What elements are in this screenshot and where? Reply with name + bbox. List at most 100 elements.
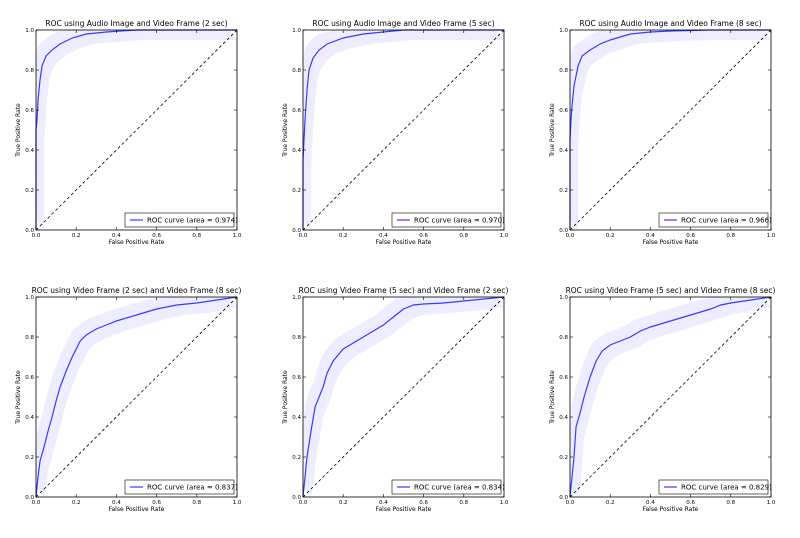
chart-1-ytick-label: 0.4 xyxy=(25,148,34,154)
chart-5-xtick-label: 0.2 xyxy=(339,500,348,506)
chart-1-xtick-label: 0.2 xyxy=(72,233,81,239)
chart-4-confidence-band xyxy=(36,297,237,497)
chart-2-ytick-label: 0.2 xyxy=(292,188,301,194)
chart-2-xtick-label: 0.0 xyxy=(299,233,308,239)
chart-2-ytick-label: 0.4 xyxy=(292,148,301,154)
chart-3-title: ROC using Audio Image and Video Frame (8… xyxy=(579,19,761,28)
chart-5-xtick-label: 0.0 xyxy=(299,500,308,506)
chart-3-plot-frame xyxy=(569,29,772,231)
chart-5-plot-frame xyxy=(302,296,505,498)
chart-2-legend-label: ROC curve (area = 0.970) xyxy=(414,217,505,225)
chart-3-roc-curve xyxy=(569,29,771,230)
chart-5-ylabel: True Positive Rate xyxy=(282,370,289,425)
chart-4-title: ROC using Video Frame (2 sec) and Video … xyxy=(32,286,242,295)
chart-5-confidence-band xyxy=(303,297,504,497)
chart-3-legend-label: ROC curve (area = 0.966) xyxy=(681,217,772,225)
chart-6-legend: ROC curve (area = 0.829) xyxy=(658,479,772,495)
chart-5-ytick-label: 0.2 xyxy=(292,455,301,461)
chart-1-legend-label: ROC curve (area = 0.974) xyxy=(147,217,238,225)
chart-4-legend-label: ROC curve (area = 0.837) xyxy=(147,484,238,492)
chart-3-xtick-label: 0.2 xyxy=(606,233,615,239)
chart-3-xlabel: False Positive Rate xyxy=(643,239,699,246)
chart-6-plot-frame xyxy=(569,296,772,498)
chart-6-xtick-label: 0.4 xyxy=(646,500,655,506)
chart-5-xtick-label: 0.6 xyxy=(419,500,428,506)
chart-4-xtick-label: 0.4 xyxy=(112,500,121,506)
chart-4-roc-curve xyxy=(35,296,238,498)
chart-1-panel: ROC using Audio Image and Video Frame (2… xyxy=(15,19,242,246)
chart-2-title: ROC using Audio Image and Video Frame (5… xyxy=(312,19,494,28)
chart-3-panel: ROC using Audio Image and Video Frame (8… xyxy=(549,19,776,246)
chart-2-xtick-label: 0.4 xyxy=(379,233,388,239)
chart-4-panel: ROC using Video Frame (2 sec) and Video … xyxy=(15,286,242,513)
chart-4-ytick-label: 0.0 xyxy=(25,495,34,501)
chart-4-ytick-label: 0.6 xyxy=(25,375,34,381)
chart-4-xtick-label: 1.0 xyxy=(233,500,242,506)
chart-5-legend-box xyxy=(391,479,502,495)
chart-5-xtick-label: 1.0 xyxy=(500,500,509,506)
chart-4-xtick-label: 0.8 xyxy=(192,500,201,506)
chart-4-legend: ROC curve (area = 0.837) xyxy=(124,479,238,495)
chart-4-xtick-label: 0.0 xyxy=(32,500,41,506)
chart-3-xtick-label: 1.0 xyxy=(767,233,776,239)
chart-1-xtick-label: 0.6 xyxy=(152,233,161,239)
chart-4-ytick-label: 0.8 xyxy=(25,335,34,341)
chart-2-xtick-label: 0.8 xyxy=(459,233,468,239)
chart-4-ytick-label: 0.2 xyxy=(25,455,34,461)
chart-4-legend-box xyxy=(124,479,235,495)
chart-2-legend-box xyxy=(391,212,502,228)
chart-2-panel: ROC using Audio Image and Video Frame (5… xyxy=(282,19,509,246)
chart-6-xtick-label: 0.0 xyxy=(566,500,575,506)
chart-3-xtick-label: 0.0 xyxy=(566,233,575,239)
chart-1-legend-box xyxy=(124,212,235,228)
chart-3-ytick-label: 0.8 xyxy=(559,68,568,74)
chart-6-xtick-label: 0.8 xyxy=(726,500,735,506)
chart-1-xtick-label: 0.4 xyxy=(112,233,121,239)
chart-3-diagonal-line xyxy=(569,29,772,231)
chart-1-ytick-label: 0.0 xyxy=(25,228,34,234)
chart-2-roc-curve xyxy=(302,29,504,230)
chart-2-ytick-label: 1.0 xyxy=(292,28,301,34)
chart-1-confidence-band xyxy=(36,30,237,230)
chart-5-xtick-label: 0.4 xyxy=(379,500,388,506)
chart-1-diagonal-line xyxy=(35,29,238,231)
chart-5-ytick-label: 1.0 xyxy=(292,295,301,301)
chart-4-ylabel: True Positive Rate xyxy=(15,370,22,425)
chart-2-ylabel: True Positive Rate xyxy=(282,103,289,158)
chart-3-xtick-label: 0.8 xyxy=(726,233,735,239)
chart-1-ytick-label: 0.2 xyxy=(25,188,34,194)
chart-3-xtick-label: 0.4 xyxy=(646,233,655,239)
chart-4-xtick-label: 0.2 xyxy=(72,500,81,506)
chart-4-xlabel: False Positive Rate xyxy=(109,506,165,513)
chart-5-xtick-label: 0.8 xyxy=(459,500,468,506)
chart-3-ytick-label: 1.0 xyxy=(559,28,568,34)
chart-5-ytick-label: 0.6 xyxy=(292,375,301,381)
chart-3-ylabel: True Positive Rate xyxy=(549,103,556,158)
chart-1-xtick-label: 1.0 xyxy=(233,233,242,239)
chart-6-ytick-label: 0.8 xyxy=(559,335,568,341)
chart-2-ytick-label: 0.6 xyxy=(292,108,301,114)
chart-5-title: ROC using Video Frame (5 sec) and Video … xyxy=(299,286,509,295)
chart-6-xtick-label: 1.0 xyxy=(767,500,776,506)
chart-6-xtick-label: 0.6 xyxy=(686,500,695,506)
chart-6-ytick-label: 0.6 xyxy=(559,375,568,381)
chart-2-xtick-label: 1.0 xyxy=(500,233,509,239)
chart-5-ytick-label: 0.8 xyxy=(292,335,301,341)
chart-4-plot-frame xyxy=(35,296,238,498)
chart-5-legend: ROC curve (area = 0.834) xyxy=(391,479,505,495)
chart-2-confidence-band xyxy=(303,30,504,230)
chart-5-xlabel: False Positive Rate xyxy=(376,506,432,513)
chart-1-plot-frame xyxy=(35,29,238,231)
chart-6-ytick-label: 0.2 xyxy=(559,455,568,461)
chart-6-ylabel: True Positive Rate xyxy=(549,370,556,425)
chart-3-ytick-label: 0.4 xyxy=(559,148,568,154)
chart-2-diagonal-line xyxy=(302,29,505,231)
chart-2-xtick-label: 0.6 xyxy=(419,233,428,239)
chart-4-ytick-label: 1.0 xyxy=(25,295,34,301)
chart-2-plot-frame xyxy=(302,29,505,231)
chart-6-ytick-label: 0.4 xyxy=(559,415,568,421)
chart-1-ylabel: True Positive Rate xyxy=(15,103,22,158)
chart-6-confidence-band xyxy=(570,297,771,497)
chart-1-title: ROC using Audio Image and Video Frame (2… xyxy=(45,19,227,28)
